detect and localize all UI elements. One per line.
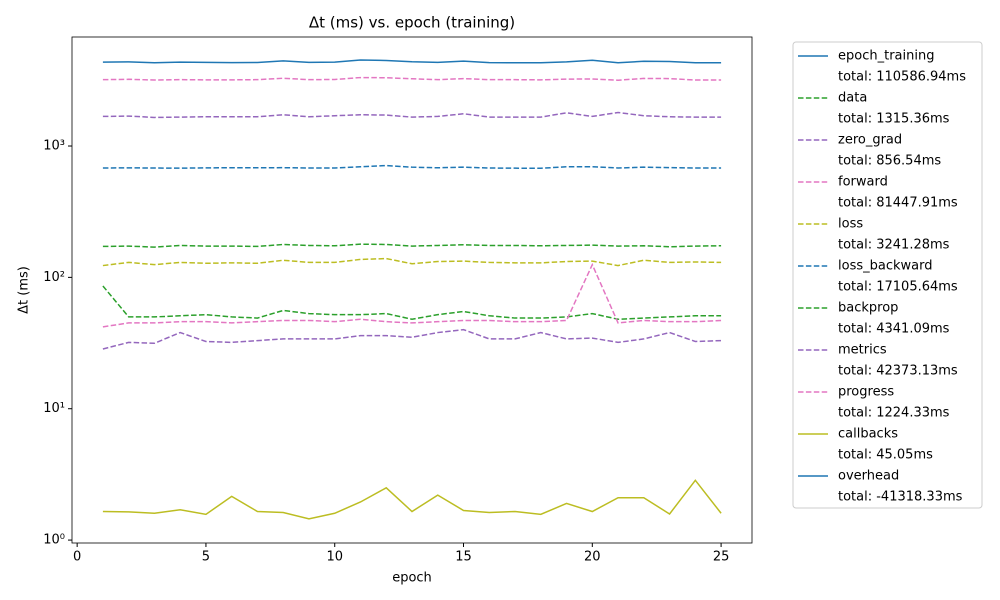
legend-label: data [838, 91, 867, 106]
x-tick-label: 15 [455, 550, 472, 565]
y-tick-label: 10³ [43, 139, 65, 154]
legend-label: forward [838, 175, 888, 190]
legend-total: total: -41318.33ms [838, 490, 963, 505]
series-line [102, 285, 722, 321]
series-line [102, 164, 722, 170]
legend-total: total: 1315.36ms [838, 112, 950, 127]
series-line [102, 76, 722, 81]
legend-total: total: 856.54ms [838, 154, 941, 169]
x-tick-label: 20 [584, 550, 601, 565]
legend-label: loss [838, 217, 863, 232]
series-line [102, 111, 722, 119]
plot-frame [71, 36, 753, 544]
series-line [102, 262, 722, 328]
legend-total: total: 1224.33ms [838, 406, 950, 421]
legend-total: total: 17105.64ms [838, 280, 958, 295]
chart-title: Δt (ms) vs. epoch (training) [309, 14, 515, 32]
legend-label: progress [838, 385, 894, 400]
x-axis-label: epoch [392, 571, 432, 586]
legend-box [792, 41, 983, 509]
legend-label: epoch_training [838, 49, 934, 64]
legend-label: overhead [838, 469, 899, 484]
legend-total: total: 110586.94ms [838, 70, 966, 85]
legend-total: total: 45.05ms [838, 448, 933, 463]
legend-label: callbacks [838, 427, 898, 442]
legend-label: zero_grad [838, 133, 902, 148]
legend-label: backprop [838, 301, 898, 316]
y-tick-label: 10¹ [43, 401, 65, 416]
series-line [102, 59, 722, 64]
series-line [102, 328, 722, 350]
series-line [102, 479, 722, 520]
x-tick-label: 10 [326, 550, 343, 565]
x-tick-label: 5 [202, 550, 210, 565]
series-line [102, 243, 722, 248]
y-tick-label: 10² [43, 270, 65, 285]
x-tick-label: 25 [713, 550, 730, 565]
legend-total: total: 3241.28ms [838, 238, 950, 253]
legend-label: loss_backward [838, 259, 932, 274]
legend-total: total: 81447.91ms [838, 196, 958, 211]
series-line [102, 257, 722, 267]
legend-label: metrics [838, 343, 887, 358]
y-tick-label: 10⁰ [43, 533, 65, 548]
legend-total: total: 4341.09ms [838, 322, 950, 337]
y-axis-label: Δt (ms) [17, 266, 32, 314]
x-tick-label: 0 [73, 550, 81, 565]
legend-total: total: 42373.13ms [838, 364, 958, 379]
